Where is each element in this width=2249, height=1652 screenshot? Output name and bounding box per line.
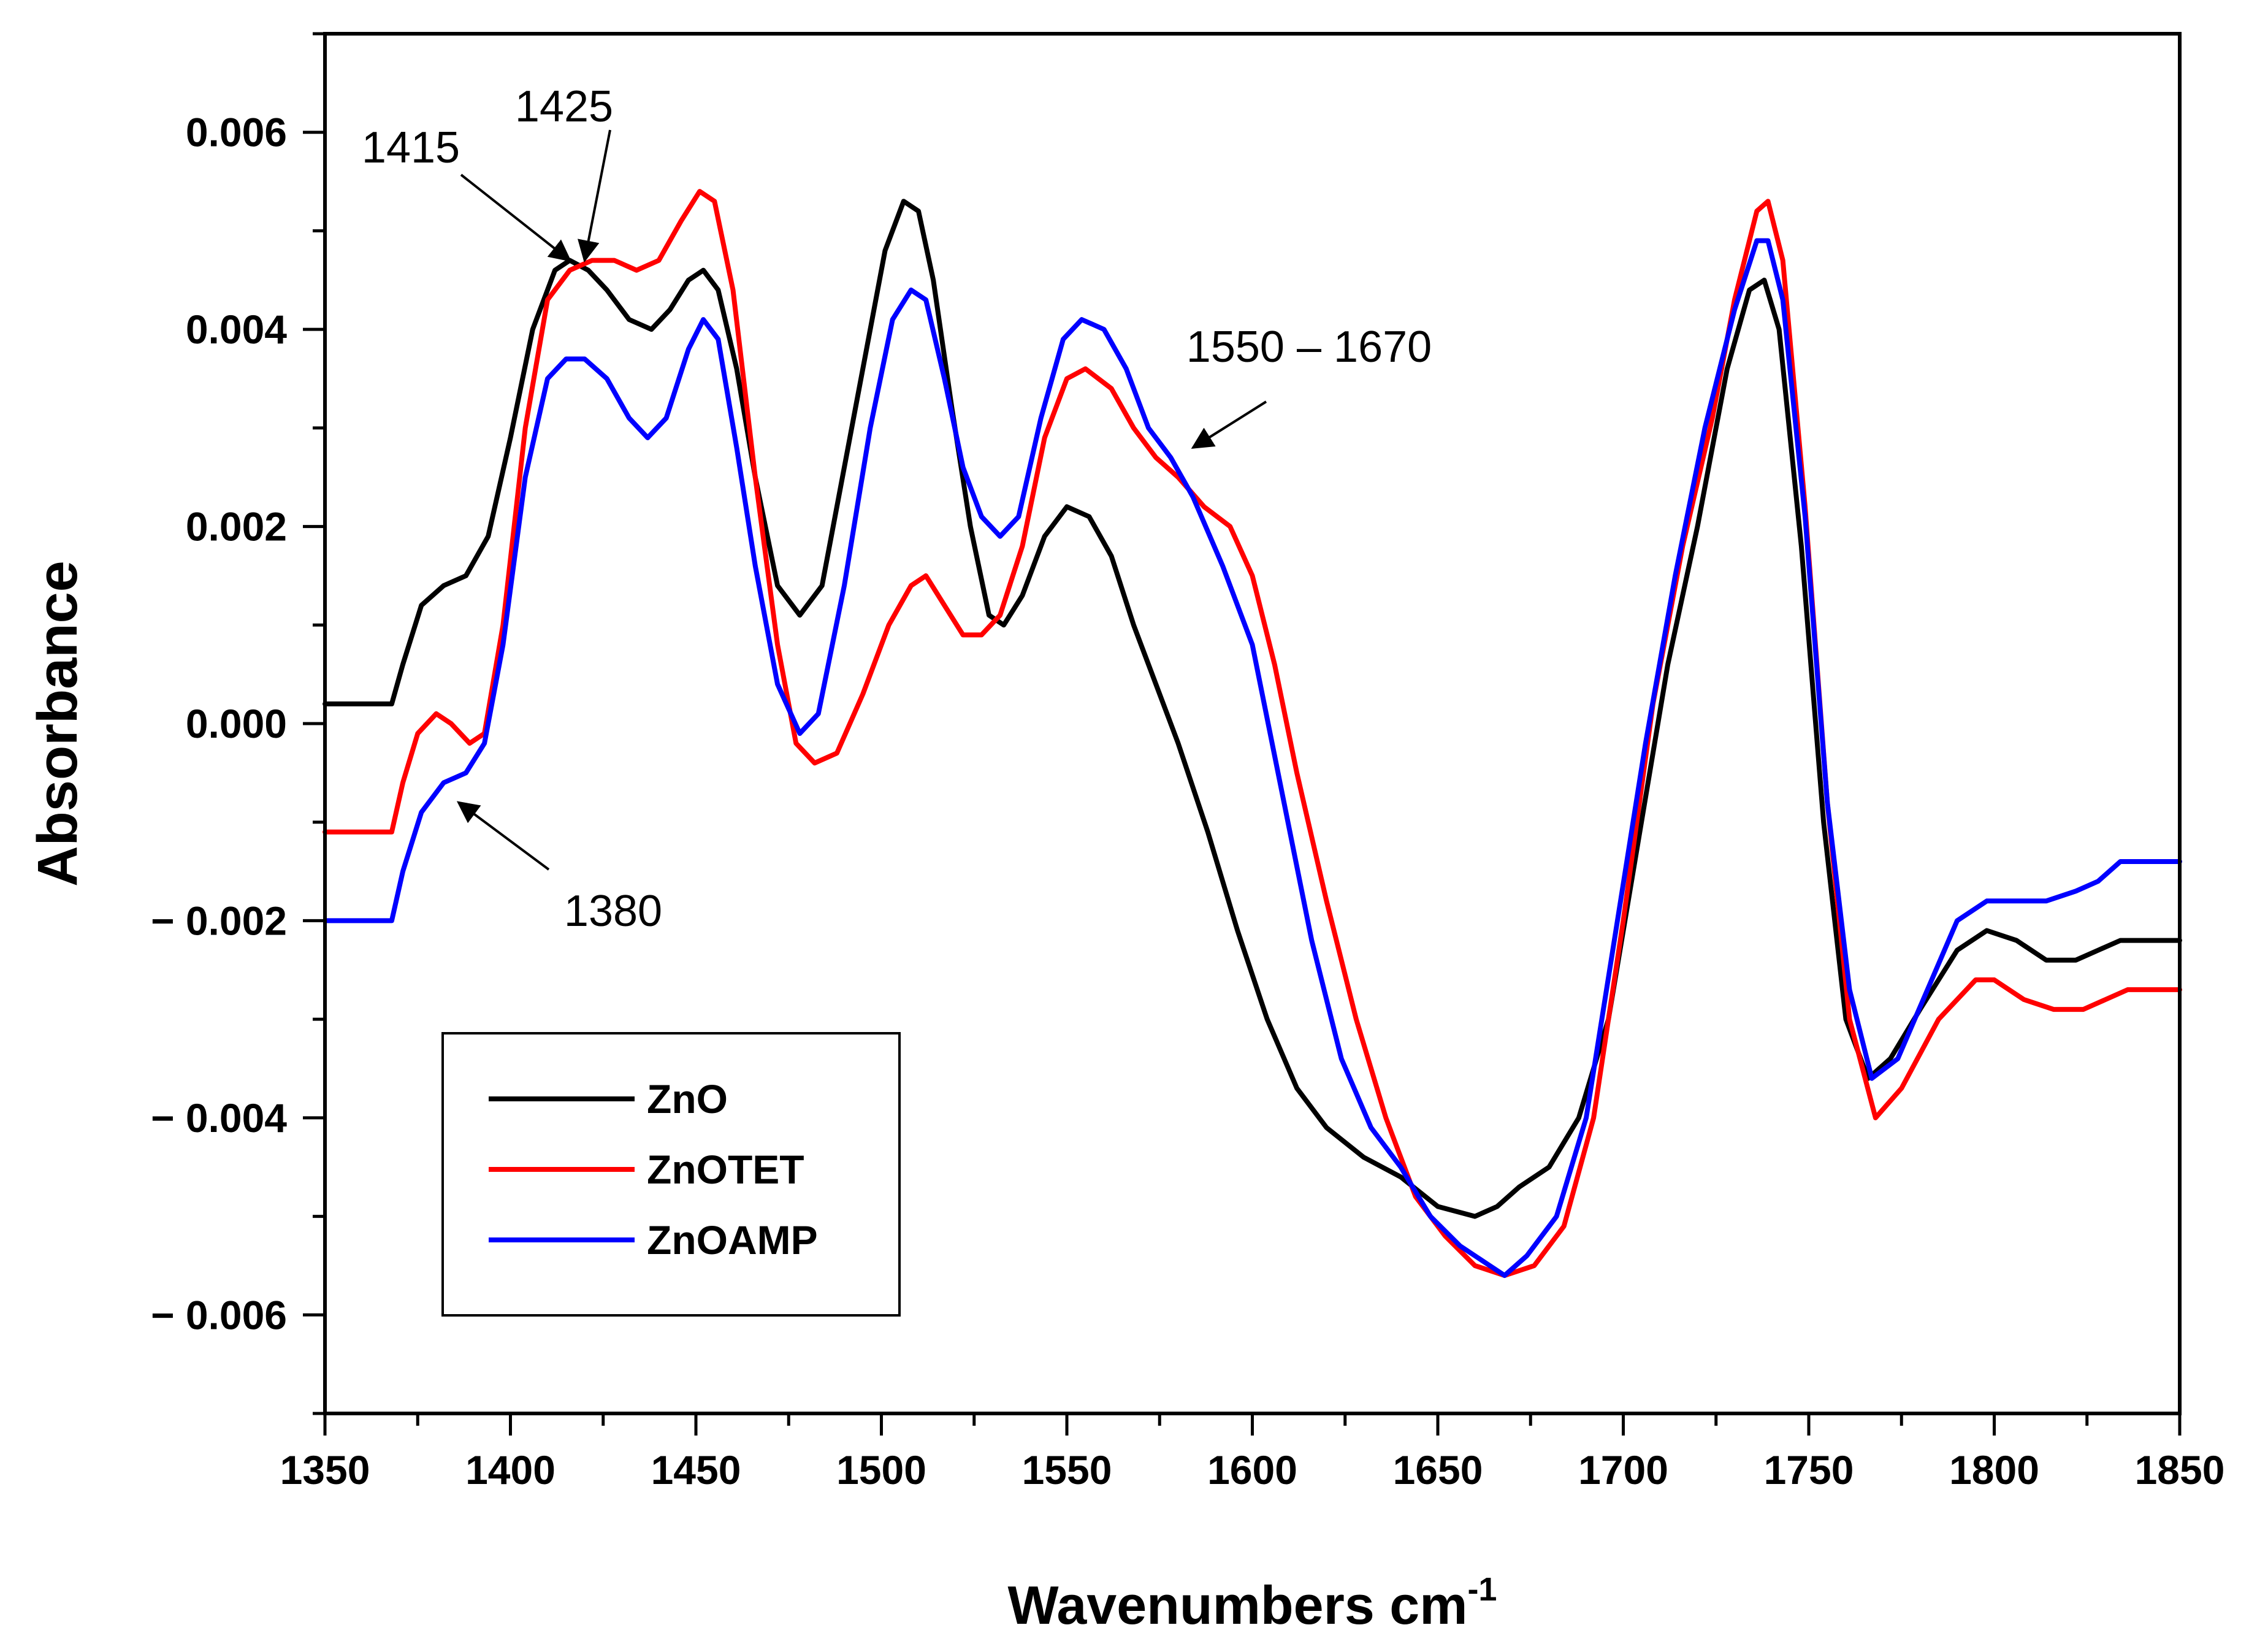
x-tick-label: 1700 (1578, 1447, 1668, 1493)
x-axis-title-superscript: -1 (1467, 1571, 1497, 1608)
annotation-arrow (456, 801, 550, 871)
y-tick-label: − 0.006 (151, 1292, 287, 1337)
series-line-znoamp (323, 238, 2182, 1278)
legend-box (441, 1032, 901, 1317)
x-axis-title: Wavenumbers cm-1 (1008, 1571, 1497, 1635)
legend-label: ZnOTET (647, 1147, 804, 1192)
y-tick-label: − 0.002 (151, 898, 287, 943)
annotation-label: 1415 (362, 123, 460, 172)
legend-label: ZnOAMP (647, 1217, 818, 1263)
x-tick-label: 1400 (465, 1447, 556, 1493)
x-tick-label: 1600 (1207, 1447, 1297, 1493)
x-tick-label: 1800 (1949, 1447, 2039, 1493)
x-tick-label: 1450 (651, 1447, 741, 1493)
annotation-label: 1425 (515, 82, 613, 131)
x-tick-label: 1650 (1393, 1447, 1483, 1493)
y-axis-title: Absorbance (26, 560, 89, 887)
x-tick-label: 1750 (1764, 1447, 1854, 1493)
annotation-label: 1550 – 1670 (1186, 323, 1432, 372)
x-axis-title-text: Wavenumbers cm (1008, 1575, 1468, 1635)
y-tick-label: 0.000 (186, 701, 287, 746)
series-layer (323, 189, 2182, 1278)
annotation-layer: 1415 1425 1380 1550 – 1670 (362, 82, 1432, 936)
annotation-arrow (460, 174, 572, 262)
x-tick-label: 1500 (836, 1447, 926, 1493)
y-tick-label: 0.006 (186, 110, 287, 155)
y-tick-label: 0.004 (186, 307, 287, 352)
series-line-zno (323, 199, 2182, 1219)
x-axis-ticks: 1350 1400 1450 1500 1550 1600 1650 1700 1750 1800… (280, 1413, 2225, 1493)
annotation-arrow (1191, 400, 1267, 449)
legend-label: ZnO (647, 1076, 728, 1122)
annotation-arrow (578, 129, 611, 263)
y-axis-ticks: 0.006 0.004 0.002 0.000 − 0.002 − 0.004 − 0.00… (151, 32, 325, 1415)
annotation-label: 1380 (564, 887, 662, 936)
plot-frame (323, 32, 2182, 1415)
y-tick-label: 0.002 (186, 504, 287, 549)
x-tick-label: 1350 (280, 1447, 370, 1493)
y-tick-label: − 0.004 (151, 1095, 287, 1141)
x-tick-label: 1850 (2135, 1447, 2225, 1493)
x-tick-label: 1550 (1022, 1447, 1112, 1493)
legend: ZnO ZnOTET ZnOAMP (441, 1032, 901, 1317)
